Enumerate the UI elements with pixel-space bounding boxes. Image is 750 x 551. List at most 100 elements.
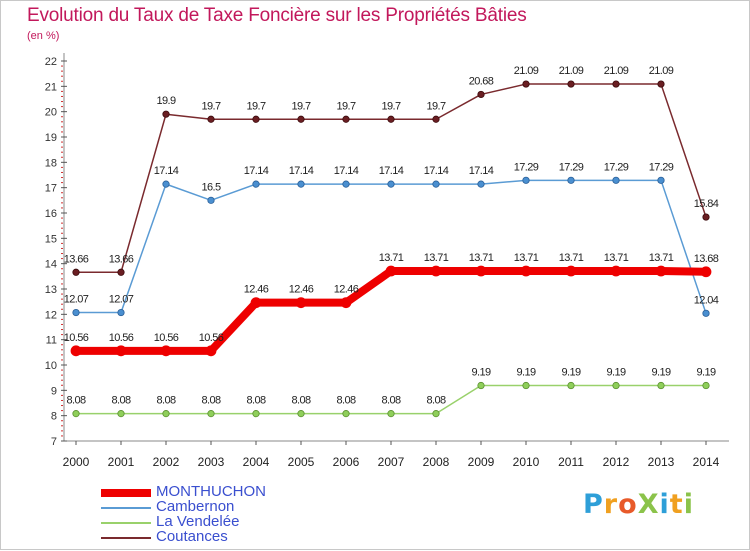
data-label-cambernon: 17.29 [649,161,674,173]
x-tick-label: 2004 [243,455,270,469]
data-point-coutances [477,90,485,99]
data-label-la-vendel-e: 8.08 [201,395,220,407]
data-label-monthuchon: 10.56 [199,332,224,344]
legend-swatch [101,489,151,497]
legend-swatch [101,507,151,509]
data-label-cambernon: 16.5 [201,181,220,193]
x-tick-label: 2002 [153,455,180,469]
data-point-coutances [387,115,395,123]
series-line-coutances [75,83,707,274]
data-label-monthuchon: 13.71 [514,252,539,264]
x-tick-label: 2006 [333,455,360,469]
data-point-la-vendel-e [612,381,620,390]
data-label-monthuchon: 12.46 [244,284,269,296]
data-label-cambernon: 17.14 [244,165,269,177]
logo-letter: t [669,489,684,520]
data-point-coutances [252,115,260,123]
data-point-monthuchon [610,265,622,277]
y-tick-label: 22 [45,56,57,68]
data-label-monthuchon: 13.71 [604,252,629,264]
data-point-la-vendel-e [297,410,305,418]
logo-letter: P [583,489,604,520]
data-label-cambernon: 12.07 [109,294,134,306]
data-label-monthuchon: 13.71 [649,252,674,264]
data-label-coutances: 19.9 [156,95,175,107]
data-label-coutances: 19.7 [246,100,265,112]
data-label-cambernon: 17.14 [154,165,179,177]
data-label-cambernon: 17.14 [469,165,494,177]
unit-label: (en %) [27,30,60,42]
data-label-coutances: 19.7 [426,100,445,112]
data-label-coutances: 21.09 [559,65,584,77]
data-label-la-vendel-e: 8.08 [336,395,355,407]
data-point-la-vendel-e [702,381,710,390]
data-label-coutances: 21.09 [514,65,539,77]
x-tick-label: 2013 [648,455,675,469]
data-label-coutances: 19.7 [381,100,400,112]
data-point-cambernon [612,176,620,184]
data-point-monthuchon [250,297,262,309]
legend-swatch [101,537,151,539]
data-label-monthuchon: 10.56 [154,332,179,344]
data-point-monthuchon [700,266,712,278]
data-label-cambernon: 12.04 [694,294,719,306]
data-label-la-vendel-e: 9.19 [606,367,625,379]
x-tick-label: 2014 [693,455,720,469]
logo-letter: o [618,489,638,520]
y-tick-label: 17 [45,183,57,195]
data-point-monthuchon [385,265,397,277]
data-label-monthuchon: 13.71 [424,252,449,264]
data-point-monthuchon [205,345,217,357]
y-tick-label: 15 [45,233,57,245]
x-tick-label: 2012 [603,455,630,469]
data-label-coutances: 13.66 [64,253,89,265]
logo-letter: i [683,489,694,520]
data-point-monthuchon [430,265,442,277]
data-point-coutances [432,115,440,123]
data-label-cambernon: 17.29 [514,161,539,173]
data-point-monthuchon [475,265,487,277]
data-label-monthuchon: 10.56 [64,332,89,344]
data-label-coutances: 21.09 [604,65,629,77]
data-point-monthuchon [160,345,172,357]
data-point-cambernon [72,308,80,317]
data-point-coutances [702,213,710,221]
series-line-cambernon [75,179,707,315]
data-label-monthuchon: 12.46 [334,284,359,296]
data-point-coutances [297,115,305,123]
y-tick-label: 11 [46,335,57,347]
data-label-la-vendel-e: 8.08 [291,395,310,407]
data-label-la-vendel-e: 9.19 [516,367,535,379]
data-label-cambernon: 17.29 [559,161,584,173]
x-tick-label: 2008 [423,455,450,469]
data-point-coutances [657,80,665,88]
data-label-monthuchon: 13.68 [694,253,719,265]
data-point-cambernon [342,180,350,188]
data-point-la-vendel-e [117,410,125,418]
data-point-monthuchon [340,297,352,309]
x-tick-label: 2005 [288,455,315,469]
data-point-cambernon [252,180,260,188]
y-tick-label: 20 [45,107,57,119]
data-label-la-vendel-e: 8.08 [156,395,175,407]
data-point-monthuchon [565,265,577,277]
y-tick-label: 13 [45,284,57,296]
data-point-la-vendel-e [207,410,215,418]
y-tick-label: 12 [45,309,57,321]
data-point-la-vendel-e [567,381,575,390]
legend-label: Cambernon [156,498,235,515]
legend-label: Coutances [156,528,228,545]
y-tick-label: 8 [51,411,57,423]
y-tick-label: 9 [51,385,57,397]
proxiti-logo: ProXiti [583,489,694,520]
data-point-cambernon [657,176,665,184]
data-point-cambernon [702,309,710,317]
x-tick-label: 2009 [468,455,495,469]
data-label-cambernon: 12.07 [64,294,89,306]
x-tick-label: 2011 [558,455,584,469]
data-label-la-vendel-e: 9.19 [696,367,715,379]
data-label-la-vendel-e: 9.19 [561,367,580,379]
data-point-coutances [522,80,530,88]
legend-swatch [101,522,151,524]
